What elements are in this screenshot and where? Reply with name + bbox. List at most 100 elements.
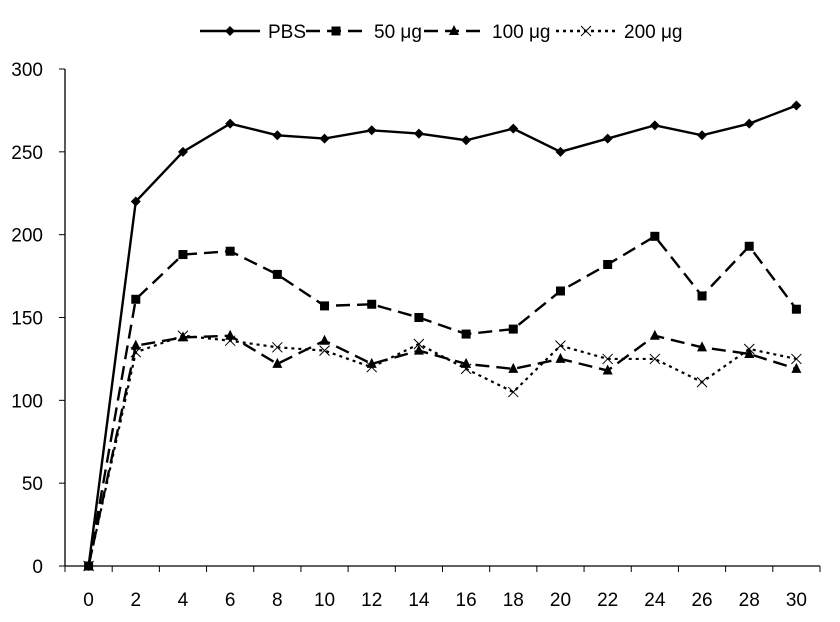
square-marker	[650, 231, 660, 241]
diamond-marker	[272, 130, 283, 141]
x-tick-label: 18	[503, 590, 524, 611]
diamond-marker	[602, 133, 613, 144]
x-tick-label: 10	[314, 590, 335, 611]
series-200-μg	[83, 330, 802, 572]
x-marker	[83, 560, 94, 572]
x-marker	[177, 330, 189, 342]
triangle-marker	[697, 341, 708, 352]
square-marker	[225, 246, 235, 256]
x-tick-label: 24	[644, 590, 666, 611]
diamond-marker	[319, 133, 330, 144]
x-tick-label: 30	[786, 590, 807, 611]
square-marker	[272, 269, 282, 279]
triangle-marker	[413, 344, 424, 355]
x-tick-label: 0	[83, 590, 94, 611]
x-tick-label: 22	[597, 590, 618, 611]
square-marker	[744, 241, 754, 251]
diamond-marker	[744, 118, 755, 129]
diamond-marker	[225, 118, 236, 129]
x-marker	[791, 353, 802, 365]
x-tick-label: 6	[225, 590, 236, 611]
square-marker	[367, 299, 377, 309]
x-tick-label: 2	[130, 590, 141, 611]
series-100-μg	[83, 329, 802, 570]
diamond-marker	[555, 146, 566, 157]
square-marker	[331, 26, 341, 36]
x-marker	[413, 338, 425, 350]
square-marker	[603, 259, 613, 269]
series-line	[87, 234, 798, 567]
square-marker	[791, 304, 801, 314]
x-marker	[271, 341, 283, 353]
x-marker	[460, 363, 472, 375]
x-tick-label: 8	[272, 590, 283, 611]
x-marker	[130, 346, 142, 358]
diamond-marker	[413, 128, 424, 139]
triangle-marker	[555, 352, 566, 363]
triangle-marker	[744, 347, 755, 358]
diamond-marker	[508, 123, 519, 134]
triangle-marker	[130, 339, 141, 350]
y-tick-label: 150	[11, 309, 43, 330]
series-line	[87, 104, 797, 567]
square-marker	[414, 313, 424, 322]
triangle-marker	[602, 364, 613, 375]
diamond-marker	[366, 125, 377, 136]
triangle-marker	[319, 334, 330, 345]
diamond-marker	[130, 196, 141, 207]
square-marker	[461, 329, 471, 339]
x-tick-label: 28	[739, 590, 760, 611]
series-line	[87, 334, 797, 567]
legend-label: 50 μg	[374, 22, 422, 43]
series-50-μg	[84, 231, 801, 571]
x-marker	[602, 353, 614, 365]
x-marker	[507, 386, 519, 398]
diamond-marker	[791, 100, 802, 111]
x-tick-label: 20	[550, 590, 571, 611]
x-marker	[743, 343, 755, 355]
x-marker	[366, 361, 378, 373]
diamond-marker	[177, 146, 188, 157]
square-marker	[178, 250, 188, 260]
legend: PBS 50 μg 100 μg 200 μg	[200, 22, 683, 43]
x-marker	[580, 25, 592, 37]
diamond-marker	[225, 26, 235, 36]
square-marker	[697, 291, 707, 301]
legend-label: 100 μg	[492, 22, 551, 43]
x-marker	[224, 335, 236, 347]
diamond-marker	[649, 120, 660, 131]
y-tick-label: 0	[32, 557, 43, 578]
y-tick-label: 100	[11, 391, 43, 412]
triangle-marker	[272, 357, 283, 368]
x-tick-label: 26	[691, 590, 712, 611]
y-tick-label: 200	[11, 226, 43, 247]
y-tick-label: 300	[11, 60, 43, 81]
y-tick-label: 250	[11, 143, 43, 164]
y-tick-label: 50	[22, 474, 43, 495]
square-marker	[555, 286, 565, 296]
legend-label: PBS	[268, 22, 306, 43]
x-marker	[555, 340, 566, 352]
square-marker	[320, 301, 330, 311]
legend-label: 200 μg	[624, 22, 683, 43]
triangle-marker	[449, 25, 459, 35]
x-tick-label: 14	[408, 590, 430, 611]
series-PBS	[83, 100, 802, 571]
x-tick-label: 4	[178, 590, 189, 611]
x-marker	[319, 345, 330, 356]
square-marker	[508, 324, 518, 334]
triangle-marker	[791, 362, 802, 373]
triangle-marker	[461, 357, 472, 368]
x-tick-label: 12	[361, 590, 382, 611]
triangle-marker	[649, 329, 660, 340]
triangle-marker	[225, 329, 236, 340]
x-tick-label: 16	[456, 590, 477, 611]
x-marker	[696, 376, 708, 388]
series-line	[87, 334, 797, 567]
triangle-marker	[508, 362, 519, 373]
x-marker	[649, 353, 661, 365]
diamond-marker	[697, 130, 708, 141]
diamond-marker	[461, 135, 472, 146]
square-marker	[131, 294, 141, 304]
